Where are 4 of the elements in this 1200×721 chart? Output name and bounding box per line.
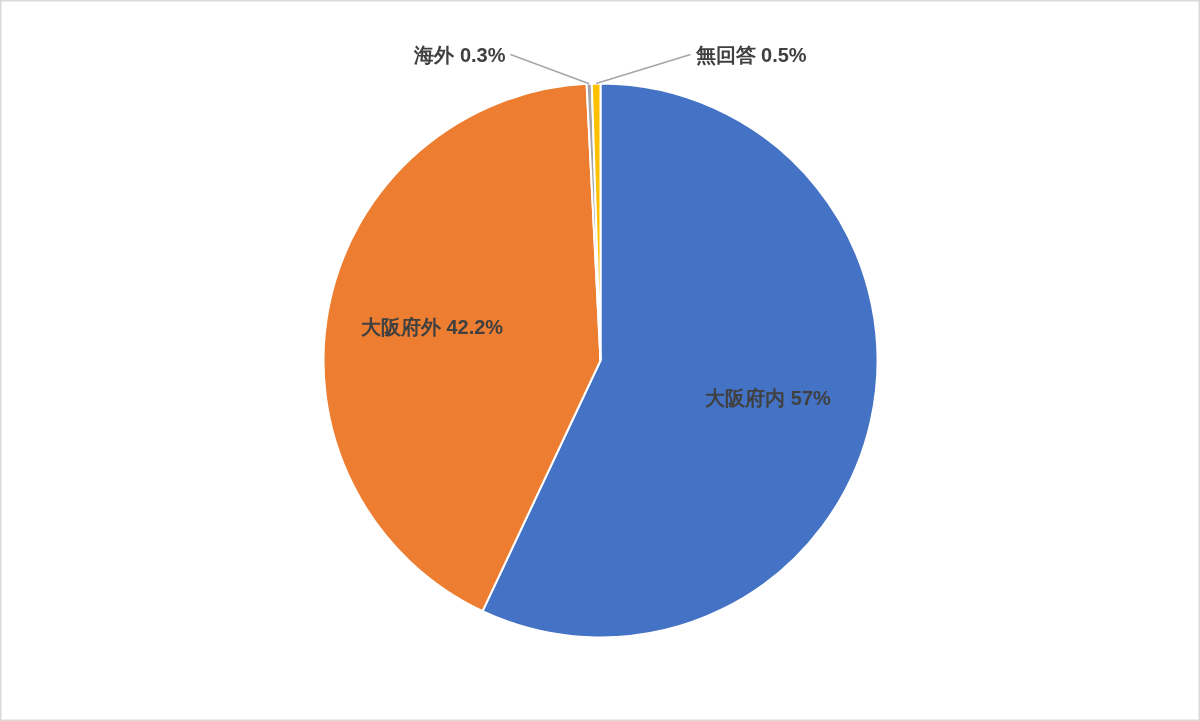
slice-label: 大阪府外 42.2%	[360, 316, 504, 339]
slice-label: 大阪府内 57%	[705, 386, 832, 409]
slice-label: 無回答 0.5%	[694, 43, 807, 66]
slice-label: 海外 0.3%	[413, 43, 506, 66]
